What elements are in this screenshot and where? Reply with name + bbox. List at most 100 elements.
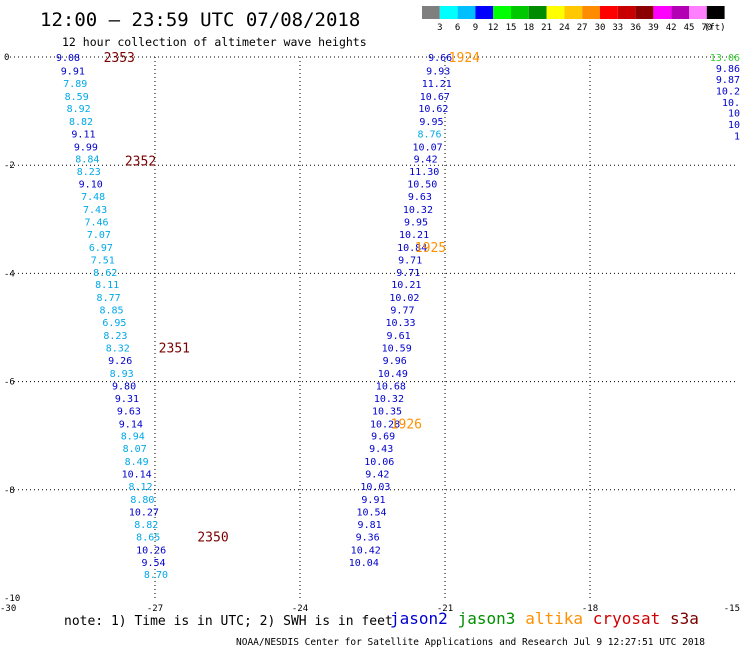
plot-axes: -30 -27 -24 -21 -18 -15 0 -2 -4 -6 -8 -10 (0, 53, 740, 614)
wave-height-label: 10.32 (374, 394, 404, 405)
colorbar-tick-label: 45 (684, 23, 695, 33)
colorbar-swatch (457, 6, 476, 19)
wave-height-label: 9.80 (112, 381, 136, 392)
y-tick-label: 0 (4, 53, 9, 63)
y-tick-label: -6 (4, 378, 15, 388)
wave-height-label: 9.86 (716, 64, 740, 75)
wave-height-label: 6.95 (102, 318, 126, 329)
wave-height-label: 13.06 (710, 53, 740, 64)
pass-time-label: 1924 (449, 51, 480, 66)
wave-height-label: 8.84 (75, 155, 99, 166)
colorbar-swatch (493, 6, 511, 19)
wave-height-label: 9.87 (716, 75, 740, 86)
wave-height-label: 9.95 (404, 217, 428, 228)
colorbar-swatch (564, 6, 583, 19)
wave-height-label: 1 (734, 131, 740, 142)
wave-height-label: 9.10 (79, 180, 103, 191)
x-tick-label: -27 (147, 604, 163, 614)
x-tick-label: -21 (437, 604, 453, 614)
y-tick-label: -8 (4, 486, 15, 496)
colorbar-tick-label: 21 (541, 23, 552, 33)
colorbar-swatch (422, 6, 440, 19)
colorbar-swatch (582, 6, 600, 19)
colorbar-swatch (706, 6, 725, 19)
legend-entry: jason2 (390, 609, 448, 628)
wave-height-label: 9.91 (61, 67, 85, 78)
wave-height-label: 10.07 (413, 142, 443, 153)
wave-height-label: 10.26 (136, 545, 166, 556)
wave-height-label: 9.69 (371, 432, 395, 443)
wave-height-label: 8.85 (99, 306, 123, 317)
wave-height-label: 7.51 (91, 255, 115, 266)
wave-height-label: 10.32 (403, 205, 433, 216)
plot-grid (10, 56, 735, 598)
wave-height-label: 8.70 (144, 570, 168, 581)
colorbar-tick-label: 24 (559, 23, 570, 33)
wave-height-label: 10.54 (356, 507, 386, 518)
wave-height-label: 8.62 (93, 268, 117, 279)
wave-height-label: 10.21 (391, 280, 421, 291)
colorbar-swatch (689, 6, 707, 19)
pass-time-label: 1926 (391, 417, 422, 432)
pass-time-label: 2350 (197, 530, 228, 545)
colorbar-tick-label: 42 (666, 23, 677, 33)
colorbar-swatch (600, 6, 618, 19)
colorbar-swatch (653, 6, 672, 19)
wave-height-label: 11.21 (422, 79, 452, 90)
wave-height-label: 10.84 (397, 243, 427, 254)
y-tick-label: -10 (4, 594, 20, 604)
wave-height-label: 8.07 (123, 444, 147, 455)
wave-height-label: 10.50 (407, 180, 437, 191)
wave-height-label: 8.94 (121, 432, 145, 443)
wave-height-label: 9.77 (390, 306, 414, 317)
satellite-legend: jason2 jason3 altika cryosat s3a (390, 609, 699, 628)
wave-height-label: 10.68 (376, 381, 406, 392)
colorbar-swatch (439, 6, 458, 19)
wave-height-label: 9.95 (419, 117, 443, 128)
wave-height-label: 10.04 (349, 558, 379, 569)
colorbar-tick-label: 6 (455, 23, 460, 33)
chart-title: 12:00 – 23:59 UTC 07/08/2018 (40, 9, 360, 31)
wave-height-label: 8.59 (65, 92, 89, 103)
wave-height-label: 6.97 (89, 243, 113, 254)
wave-height-label: 9.93 (426, 67, 450, 78)
wave-height-label: 7.48 (81, 192, 105, 203)
legend-entry: s3a (670, 609, 699, 628)
wave-height-label: 10.67 (420, 92, 450, 103)
wave-height-label: 10.27 (129, 507, 159, 518)
colorbar-tick-label: 70 (701, 23, 712, 33)
colorbar-swatch (546, 6, 565, 19)
wave-height-label: 9.11 (71, 129, 95, 140)
wave-height-label: 7.07 (87, 230, 111, 241)
wave-height-label: 10.21 (399, 230, 429, 241)
wave-height-label: 9.42 (365, 470, 389, 481)
wave-height-label: 10.49 (378, 369, 408, 380)
wave-height-label: 8.92 (67, 104, 91, 115)
wave-height-label: 9.66 (428, 53, 452, 64)
colorbar-tick-label: 3 (437, 23, 442, 33)
wave-height-label: 8.12 (128, 482, 152, 493)
wave-height-label: 8.77 (97, 293, 121, 304)
wave-height-label: 10 (728, 109, 740, 120)
wave-height-label: 8.76 (417, 129, 441, 140)
colorbar: 3 6 9 12 15 18 21 24 27 30 33 36 39 42 45 70(ft) (422, 6, 726, 33)
wave-height-label: 9.63 (408, 192, 432, 203)
legend-entry: altika (525, 609, 583, 628)
wave-height-label: 10.2 (716, 87, 740, 98)
wave-height-label: 8.32 (106, 344, 130, 355)
wave-height-label: 10.28 (370, 419, 400, 430)
wave-height-labels: 9.089.917.898.598.928.829.119.998.848.23… (56, 53, 740, 581)
wave-height-label: 10.06 (364, 457, 394, 468)
colorbar-tick-label: 36 (630, 23, 641, 33)
footnote: note: 1) Time is in UTC; 2) SWH is in fe… (64, 614, 393, 629)
y-tick-label: -4 (4, 269, 15, 279)
wave-height-label: 8.80 (130, 495, 154, 506)
x-tick-label: -30 (0, 604, 16, 614)
wave-height-label: 7.89 (63, 79, 87, 90)
colorbar-tick-label: 39 (648, 23, 659, 33)
wave-height-label: 10.33 (385, 318, 415, 329)
colorbar-tick-label: 15 (506, 23, 517, 33)
colorbar-swatch (617, 6, 636, 19)
colorbar-swatch (511, 6, 529, 19)
